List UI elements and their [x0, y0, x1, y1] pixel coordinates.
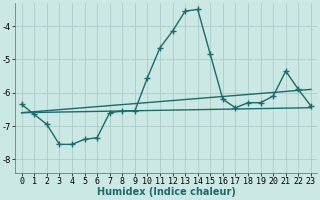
- X-axis label: Humidex (Indice chaleur): Humidex (Indice chaleur): [97, 187, 236, 197]
